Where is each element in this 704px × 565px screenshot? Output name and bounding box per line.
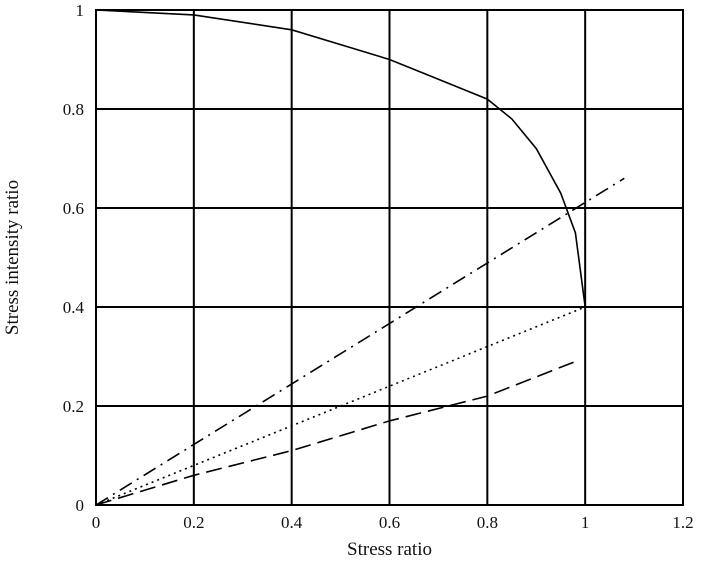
plot-frame (95, 9, 684, 506)
series-line-dashed (95, 360, 576, 506)
grid-lines (96, 10, 683, 505)
x-axis-label: Stress ratio (347, 539, 432, 560)
series-line-dash-dot (95, 177, 625, 506)
y-tick-label: 0.8 (63, 100, 84, 119)
series-group (95, 9, 625, 506)
series-line-dotted (95, 306, 586, 506)
x-tick-label: 0 (92, 513, 101, 532)
x-tick-label: 0.6 (379, 513, 400, 532)
y-axis-label: Stress intensity ratio (2, 180, 23, 335)
y-tick-labels: 0 0.2 0.4 0.6 0.8 1 (63, 1, 85, 515)
y-tick-label: 0.2 (63, 397, 84, 416)
x-tick-labels: 0 0.2 0.4 0.6 0.8 1 1.2 (92, 513, 694, 532)
x-tick-label: 0.2 (183, 513, 204, 532)
x-tick-label: 1.2 (672, 513, 693, 532)
x-tick-label: 0.4 (281, 513, 303, 532)
y-tick-label: 0.4 (63, 298, 85, 317)
x-tick-label: 1 (581, 513, 590, 532)
x-tick-label: 0.8 (477, 513, 498, 532)
series-line-solid (95, 9, 586, 308)
y-tick-label: 1 (76, 1, 85, 20)
y-tick-label: 0.6 (63, 199, 84, 218)
y-tick-label: 0 (76, 496, 85, 515)
